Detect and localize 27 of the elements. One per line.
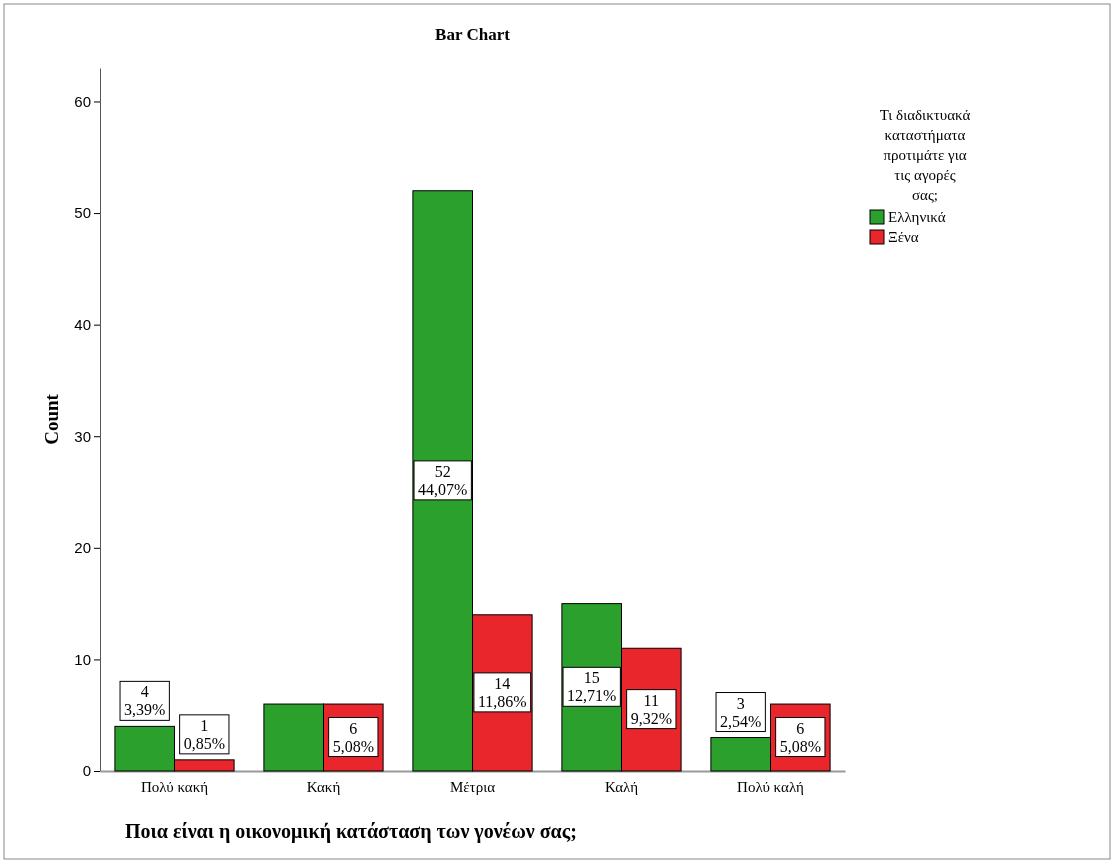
legend-title: Τι διαδικτυακά καταστήματα προτιμάτε για τις αγορές σας; (879, 107, 971, 203)
data-label: 3 2,54% (720, 694, 762, 730)
x-tick-label: Κακή (306, 778, 341, 795)
y-axis-title: Count (41, 393, 62, 445)
y-tick-label: 40 (74, 315, 91, 333)
data-label: 11 9,32% (630, 691, 672, 727)
y-tick-label: 60 (74, 92, 91, 110)
data-label: 14 11,86% (477, 674, 527, 710)
x-tick-label: Πολύ κακή (140, 778, 209, 795)
y-tick-label: 30 (74, 427, 91, 445)
x-tick-label: Μέτρια (449, 778, 496, 795)
chart-title: Bar Chart (435, 25, 511, 44)
x-tick-label: Καλή (604, 778, 639, 795)
y-tick-label: 10 (74, 650, 91, 668)
legend-label: Ξένα (888, 229, 919, 245)
y-tick-label: 20 (74, 539, 91, 557)
data-label: 6 5,08% (779, 719, 821, 755)
data-label: 15 12,71% (567, 669, 617, 705)
data-label: 6 5,08% (332, 719, 374, 755)
legend-label: Ελληνικά (888, 209, 946, 225)
x-axis-title: Ποια είναι η οικονομική κατάσταση των γονέων σας; (125, 820, 577, 843)
y-tick-label: 0 (82, 762, 91, 780)
x-tick-label: Πολύ καλή (737, 778, 805, 795)
data-label: 1 0,85% (183, 716, 225, 752)
data-label: 52 44,07% (418, 462, 468, 498)
data-label: 4 3,39% (124, 683, 166, 719)
y-tick-label: 50 (74, 204, 91, 222)
